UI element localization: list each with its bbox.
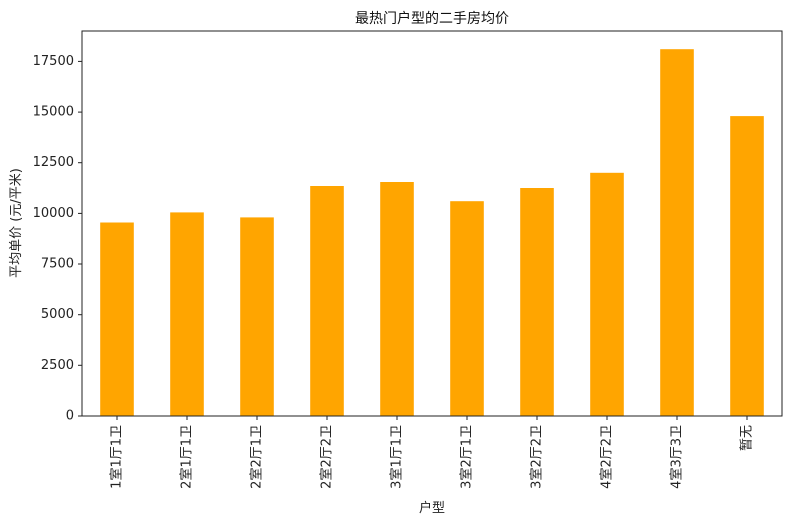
y-tick-label-7: 17500 (33, 54, 74, 69)
bar-9 (730, 116, 764, 416)
y-tick-label-1: 2500 (41, 358, 74, 373)
bars-layer (100, 49, 764, 416)
y-axis: 0 2500 5000 7500 10000 12500 15000 17500 (33, 54, 82, 424)
x-tick-label-0: 1室1厅1卫 (109, 425, 125, 489)
x-axis: 1室1厅1卫 2室1厅1卫 2室2厅1卫 2室2厅2卫 3室1厅1卫 3室2厅1卫 3室2厅… (109, 416, 755, 489)
bar-0 (100, 222, 134, 416)
y-tick-label-2: 5000 (41, 307, 74, 322)
x-tick-label-3: 2室2厅2卫 (319, 425, 335, 489)
y-tick-label-6: 15000 (33, 105, 74, 120)
x-tick-label-6: 3室2厅2卫 (529, 425, 545, 489)
bar-7 (590, 172, 624, 416)
bar-3 (310, 186, 344, 416)
y-tick-label-5: 12500 (33, 155, 74, 170)
x-tick-label-8: 4室3厅3卫 (669, 425, 685, 489)
y-axis-title: 平均单价 (元/平米) (9, 168, 24, 278)
y-tick-label-3: 7500 (41, 257, 74, 272)
bar-4 (380, 182, 414, 416)
x-tick-label-7: 4室2厅2卫 (599, 425, 615, 489)
plot-frame (81, 30, 783, 417)
bar-5 (450, 201, 484, 416)
x-tick-label-5: 3室2厅1卫 (459, 425, 475, 489)
x-tick-label-4: 3室1厅1卫 (389, 425, 405, 489)
x-tick-label-9: 暂无 (740, 425, 755, 451)
x-axis-title: 户型 (419, 500, 445, 516)
bar-6 (520, 188, 554, 416)
y-tick-label-0: 0 (66, 409, 74, 424)
x-tick-label-1: 2室1厅1卫 (179, 425, 195, 489)
x-tick-label-2: 2室2厅1卫 (249, 425, 265, 489)
bar-1 (170, 212, 204, 416)
chart-title: 最热门户型的二手房均价 (355, 10, 509, 27)
bar-8 (660, 49, 694, 416)
bar-2 (240, 217, 274, 416)
y-tick-label-4: 10000 (33, 206, 74, 221)
